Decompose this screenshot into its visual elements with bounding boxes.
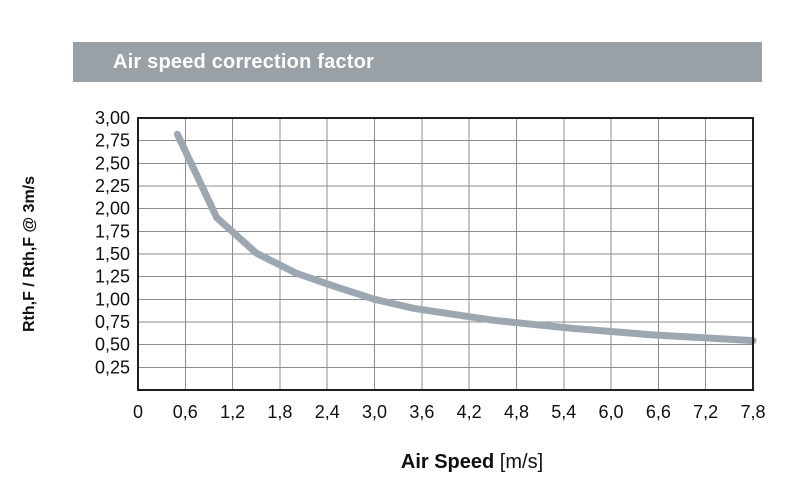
- x-tick-label: 7,8: [740, 402, 765, 422]
- correction-factor-curve: [173, 130, 757, 345]
- x-tick-label: 7,2: [693, 402, 718, 422]
- x-tick-label: 1,8: [267, 402, 292, 422]
- y-tick-label: 3,00: [95, 108, 130, 128]
- y-tick-label: 1,00: [95, 289, 130, 309]
- x-tick-labels: 0 0,6 1,2 1,8 2,4 3,0 3,6 4,2 4,8 5,4 6,0 6,6 7,2 7,8: [133, 402, 766, 422]
- x-axis-title: Air Speed [m/s]: [401, 451, 543, 473]
- y-tick-label: 1,50: [95, 244, 130, 264]
- gridlines: [138, 118, 753, 390]
- x-tick-label: 1,2: [220, 402, 245, 422]
- x-tick-label: 0,6: [173, 402, 198, 422]
- plot-border: [137, 117, 754, 391]
- y-axis-title: Rth,F / Rth,F @ 3m/s: [21, 176, 38, 332]
- x-tick-label: 3,6: [409, 402, 434, 422]
- y-tick-labels: 0,250,50 0,75 1,001,25 1,50 1,752,00 2,25 2,50…: [95, 108, 130, 377]
- y-tick-label: 0,50: [95, 335, 130, 355]
- chart-header-bar: Air speed correction factor: [73, 42, 762, 82]
- y-tick-label: 2,75: [95, 131, 130, 151]
- x-tick-label: 6,0: [599, 402, 624, 422]
- x-tick-label: 4,2: [457, 402, 482, 422]
- y-tick-label: 2,50: [95, 153, 130, 173]
- y-tick-label: 0,25: [95, 357, 130, 377]
- y-tick-label: 2,25: [95, 176, 130, 196]
- x-tick-label: 3,0: [362, 402, 387, 422]
- x-tick-label: 5,4: [551, 402, 576, 422]
- y-tick-label: 0,75: [95, 312, 130, 332]
- chart-title: Air speed correction factor: [113, 50, 375, 73]
- x-tick-label: 2,4: [315, 402, 340, 422]
- y-tick-label: 1,75: [95, 221, 130, 241]
- x-tick-label: 4,8: [504, 402, 529, 422]
- x-tick-label: 6,6: [646, 402, 671, 422]
- y-tick-label: 2,00: [95, 199, 130, 219]
- y-tick-label: 1,25: [95, 267, 130, 287]
- x-tick-label: 0: [133, 402, 143, 422]
